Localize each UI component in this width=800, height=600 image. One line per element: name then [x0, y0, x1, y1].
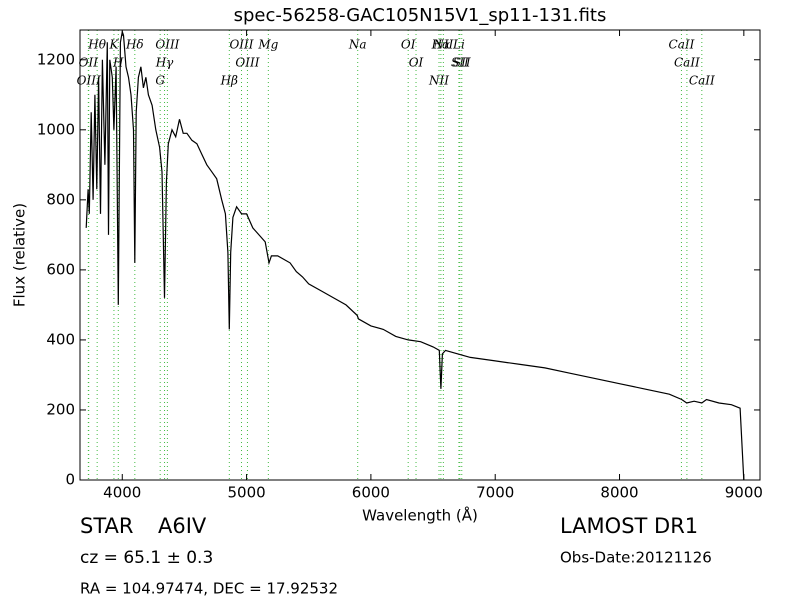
spectral-line-label: SII [453, 56, 471, 70]
spectral-line-label: CaII [674, 56, 700, 70]
class: STAR [80, 514, 133, 538]
cz: cz = 65.1 ± 0.3 [80, 548, 213, 568]
spectral-line-label: OIII [235, 56, 259, 70]
spectral-line-label: G [155, 74, 165, 88]
x-tick-label: 4000 [103, 484, 141, 502]
x-tick-label: 6000 [352, 484, 390, 502]
spectral-line-label: Mg [257, 38, 278, 52]
spectral-line-label: OIII [77, 74, 101, 88]
x-tick-label: 5000 [227, 484, 265, 502]
spectral-line-label: OI [401, 38, 416, 52]
x-tick-label: 7000 [476, 484, 514, 502]
spectral-line-label: Li [452, 38, 465, 52]
spectral-line-label: Hθ [87, 38, 106, 52]
obs-date: Obs-Date:20121126 [560, 549, 712, 567]
spectral-line-label: OIII [229, 38, 253, 52]
spectral-line-label: NII [432, 38, 453, 52]
survey: LAMOST DR1 [560, 514, 698, 538]
spectral-line-label: NII [428, 74, 449, 88]
spectral-line-label: SII [451, 56, 469, 70]
y-tick-label: 200 [46, 400, 75, 418]
spectral-line-label: Na [348, 38, 367, 52]
subclass: A6IV [158, 514, 207, 538]
spectrum-line [85, 30, 745, 480]
y-tick-label: 1200 [37, 50, 75, 68]
y-tick-label: 400 [46, 330, 75, 348]
spectral-line-label: Hγ [155, 56, 174, 70]
spectral-line-label: OI [409, 56, 424, 70]
plot-frame [79, 29, 761, 481]
x-tick-label: 8000 [600, 484, 638, 502]
spectral-line-label: Hα [431, 38, 451, 52]
y-axis-label: Flux (relative) [11, 203, 29, 307]
spectral-line-label: CaII [689, 74, 715, 88]
spectral-line-label: CaII [669, 38, 695, 52]
y-tick-label: 800 [46, 190, 75, 208]
spectral-line-label: K [108, 38, 119, 52]
chart-title: spec-56258-GAC105N15V1_sp11-131.fits [234, 5, 607, 26]
spectral-line-label: Hδ [125, 38, 144, 52]
x-axis-label: Wavelength (Å) [362, 506, 478, 525]
spectral-line-label: OIII [155, 38, 179, 52]
coords: RA = 104.97474, DEC = 17.92532 [80, 580, 338, 598]
y-tick-label: 0 [65, 471, 75, 489]
spectral-line-label: H [112, 56, 124, 70]
x-tick-label: 9000 [725, 484, 763, 502]
y-tick-label: 600 [46, 260, 75, 278]
y-tick-label: 1000 [37, 120, 75, 138]
spectral-line-label: Hβ [220, 74, 238, 88]
